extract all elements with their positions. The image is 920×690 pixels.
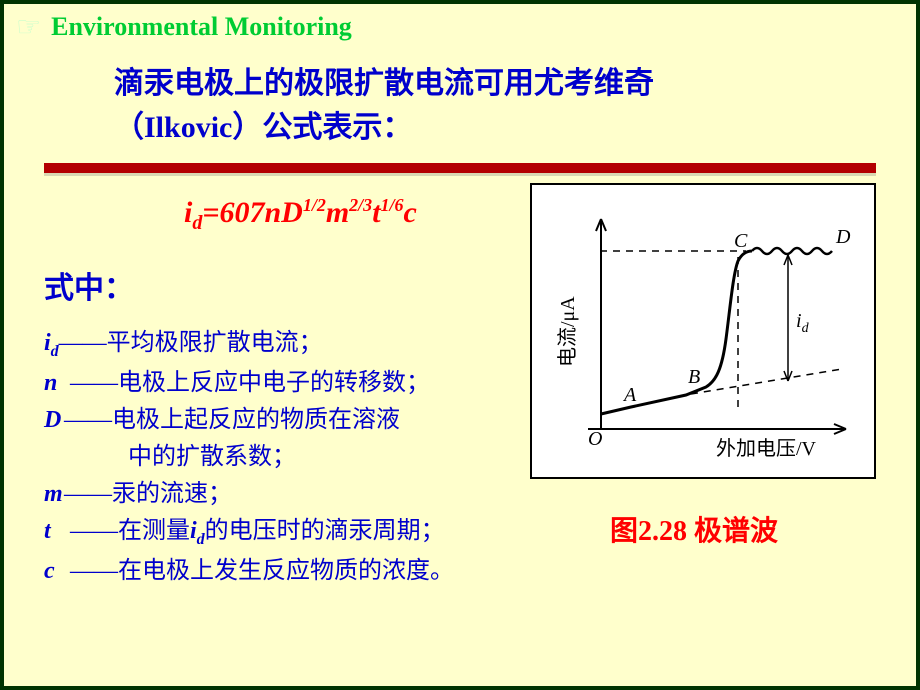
def-m-txt: ——汞的流速；: [64, 481, 232, 507]
def-D-sym: D: [44, 402, 64, 439]
cap-post: 极谱波: [687, 516, 778, 547]
header: ☞ Environmental Monitoring: [4, 4, 916, 44]
cap-num: 2.28: [638, 516, 687, 547]
intro-line1: 滴汞电极上的极限扩散电流可用尤考维奇: [114, 67, 654, 100]
def-c-sym: c: [44, 553, 64, 590]
f-eq: =607: [202, 196, 264, 229]
def-m-sym: m: [44, 476, 64, 513]
intro-text: 滴汞电极上的极限扩散电流可用尤考维奇 （Ilkovic）公式表示：: [4, 44, 916, 159]
id-label: id: [796, 310, 810, 336]
def-c-txt: ——在电极上发生反应物质的浓度。: [64, 558, 454, 584]
def-n-txt: ——电极上反应中电子的转移数；: [64, 370, 430, 396]
f-d: d: [192, 212, 202, 234]
f-16: 1/6: [381, 195, 404, 215]
def-id-txt: ——平均极限扩散电流；: [59, 330, 323, 356]
def-t-i: i: [190, 518, 197, 544]
polarogram-svg: O A B C D id 电流/μA 外加电压/V: [546, 199, 860, 465]
divider-bar: [44, 163, 876, 173]
def-t-d: d: [197, 531, 205, 548]
cap-pre: 图: [610, 516, 638, 547]
def-t-sym: t: [44, 513, 64, 550]
ilkovic-name: Ilkovic: [144, 111, 232, 144]
figure-caption: 图2.28 极谱波: [530, 509, 876, 549]
def-id-sym: i: [44, 330, 51, 356]
def-c: c ——在电极上发生反应物质的浓度。: [44, 553, 876, 590]
wave-top: [752, 248, 832, 254]
pt-D: D: [835, 226, 851, 248]
figure-frame: O A B C D id 电流/μA 外加电压/V: [530, 183, 876, 479]
pt-A: A: [622, 384, 637, 406]
f-c: c: [404, 196, 417, 229]
f-23: 2/3: [349, 195, 372, 215]
pt-B: B: [688, 366, 700, 388]
x-label: 外加电压/V: [716, 437, 817, 460]
f-D: D: [281, 196, 303, 229]
f-half: 1/2: [303, 195, 326, 215]
content-area: id=607nD1/2m2/3t1/6c 式中： id——平均极限扩散电流； n…: [4, 195, 916, 590]
f-t: t: [372, 196, 380, 229]
def-t-post: 的电压时的滴汞周期；: [205, 518, 445, 544]
header-title: Environmental Monitoring: [51, 12, 352, 42]
slide: ☞ Environmental Monitoring 滴汞电极上的极限扩散电流可…: [4, 4, 916, 686]
pointing-hand-icon: ☞: [16, 10, 41, 44]
def-D-txt: ——电极上起反应的物质在溶液: [64, 407, 400, 433]
pt-O: O: [588, 428, 602, 450]
f-m: m: [326, 196, 349, 229]
intro-line2-post: ）公式表示：: [232, 111, 412, 144]
def-t-pre: ——在测量: [64, 518, 190, 544]
divider: [44, 163, 876, 175]
divider-shadow: [44, 173, 876, 176]
y-label: 电流/μA: [556, 296, 579, 367]
def-id-sub: d: [51, 343, 59, 360]
figure-box: O A B C D id 电流/μA 外加电压/V 图2.28 极谱波: [530, 183, 876, 549]
f-n: n: [264, 196, 281, 229]
intro-line2-pre: （: [114, 111, 144, 144]
def-n-sym: n: [44, 365, 64, 402]
pt-C: C: [734, 230, 748, 252]
